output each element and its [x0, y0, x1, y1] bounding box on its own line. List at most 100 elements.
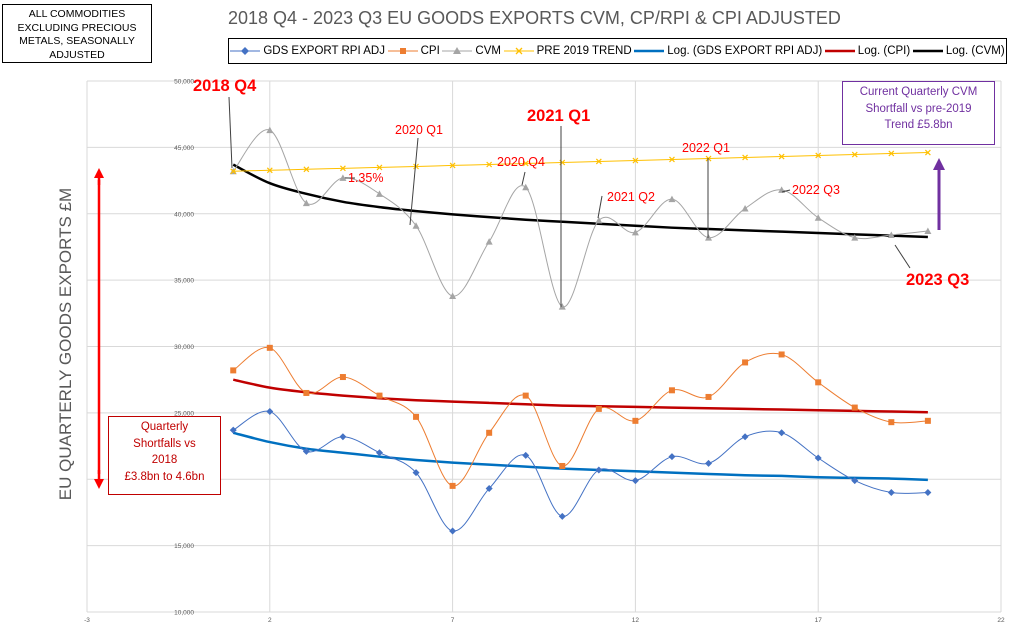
data-point-cpi: [413, 413, 420, 420]
y-tick-label: 35,000: [174, 278, 194, 285]
cvm-shortfall-callout: Current Quarterly CVM Shortfall vs pre-2…: [842, 81, 995, 145]
legend-swatch-gds-icon: [230, 47, 261, 55]
data-point-gds-export-rpi-adj: [266, 408, 274, 416]
data-point-cpi: [668, 387, 675, 394]
data-point-pre-2019-trend: [303, 166, 310, 173]
data-point-cpi: [815, 379, 822, 386]
data-point-cvm: [851, 234, 859, 241]
data-point-cpi: [230, 367, 237, 374]
data-point-gds-export-rpi-adj: [741, 433, 749, 441]
x-tick-label: 22: [997, 617, 1005, 624]
x-tick-label: 17: [815, 617, 823, 624]
data-point-gds-export-rpi-adj: [814, 454, 822, 462]
series-line-pre-2019-trend: [233, 152, 928, 172]
data-point-cpi: [522, 392, 529, 399]
data-point-pre-2019-trend: [595, 158, 602, 165]
legend-item-log-gds: Log. (GDS EXPORT RPI ADJ): [634, 45, 822, 57]
legend-swatch-trend-icon: [503, 47, 534, 55]
data-point-cvm: [668, 195, 676, 203]
data-point-cpi: [303, 389, 310, 396]
x-tick-label: 7: [451, 617, 455, 624]
series-line-cpi: [232, 347, 928, 487]
cvm-line-1: Current Quarterly CVM: [859, 86, 978, 98]
x-tick-label: -3: [84, 617, 90, 624]
data-point-gds-export-rpi-adj: [302, 447, 310, 455]
data-point-gds-export-rpi-adj: [778, 429, 786, 437]
data-point-cvm: [631, 228, 639, 236]
y-tick-label: 40,000: [174, 211, 194, 218]
shortfall-line-3: 2018: [151, 454, 178, 467]
data-scope-note: ALL COMMODITIES EXCLUDING PRECIOUS METAL…: [2, 4, 152, 63]
legend-label-gds: GDS EXPORT RPI ADJ: [263, 45, 385, 57]
annotation-pointer: [409, 137, 419, 226]
series-line-log-cvm: [232, 163, 928, 239]
data-point-gds-export-rpi-adj: [558, 512, 566, 520]
data-point-gds-export-rpi-adj: [522, 451, 530, 459]
y-axis-label: EU QUARTERLY GOODS EXPORTS £M: [56, 187, 75, 501]
legend-label-cpi: CPI: [420, 45, 440, 57]
data-point-pre-2019-trend: [339, 165, 346, 172]
legend-item-trend: PRE 2019 TREND: [503, 45, 632, 57]
series-line-gds-export-rpi-adj: [232, 410, 928, 532]
annotation-2023q3: 2023 Q3: [906, 271, 970, 289]
y-tick-label: 10,000: [174, 610, 194, 617]
data-point-cvm: [412, 222, 420, 229]
data-point-gds-export-rpi-adj: [851, 477, 859, 485]
cvm-line-3: Trend £5.8bn: [884, 119, 953, 132]
data-point-cvm: [924, 227, 932, 235]
data-point-pre-2019-trend: [266, 167, 273, 174]
data-point-gds-export-rpi-adj: [705, 459, 713, 467]
data-point-pre-2019-trend: [522, 160, 529, 167]
data-point-cvm: [375, 190, 383, 197]
data-point-pre-2019-trend: [851, 151, 858, 158]
legend-label-log-cpi: Log. (CPI): [857, 45, 911, 57]
data-point-pre-2019-trend: [924, 149, 931, 156]
data-point-gds-export-rpi-adj: [595, 466, 603, 474]
data-point-pre-2019-trend: [742, 154, 749, 161]
data-point-gds-export-rpi-adj: [375, 449, 383, 457]
annotation-2020q4: 2020 Q4: [497, 155, 545, 169]
y-tick-label: 15,000: [174, 543, 194, 550]
data-point-pre-2019-trend: [486, 161, 493, 168]
data-point-pre-2019-trend: [449, 162, 456, 169]
legend-label-log-gds: Log. (GDS EXPORT RPI ADJ): [667, 45, 823, 57]
data-point-cvm: [266, 126, 274, 134]
legend-item-log-cpi: Log. (CPI): [824, 45, 911, 57]
data-point-pre-2019-trend: [632, 157, 639, 164]
chart-title: 2018 Q4 - 2023 Q3 EU GOODS EXPORTS CVM, …: [228, 8, 841, 28]
chart-series: [229, 126, 932, 535]
data-point-cpi: [595, 405, 602, 412]
annotation-pointer: [597, 195, 603, 219]
data-point-pre-2019-trend: [376, 164, 383, 171]
y-tick-label: 45,000: [174, 145, 194, 152]
data-point-gds-export-rpi-adj: [485, 485, 493, 493]
annotation-2018q4: 2018 Q4: [193, 77, 257, 95]
annotation-2021q2: 2021 Q2: [607, 190, 655, 204]
legend-swatch-log-cvm-icon: [912, 49, 943, 53]
data-point-gds-export-rpi-adj: [229, 426, 237, 434]
data-point-gds-export-rpi-adj: [924, 489, 932, 497]
annotation-2020q1: 2020 Q1: [395, 123, 443, 137]
data-point-cvm: [485, 238, 493, 245]
data-point-pre-2019-trend: [778, 153, 785, 160]
annotation-pct: 1.35%: [348, 171, 384, 185]
legend-swatch-cpi-icon: [387, 48, 418, 54]
data-point-cvm: [887, 231, 895, 238]
data-point-cpi: [924, 417, 931, 424]
legend-swatch-log-gds-icon: [634, 49, 665, 53]
chart-annotation-arrows: [94, 96, 945, 489]
y-tick-label: 30,000: [174, 344, 194, 351]
data-point-gds-export-rpi-adj: [631, 477, 639, 485]
data-point-cvm: [705, 234, 713, 241]
legend-label-log-cvm: Log. (CVM): [945, 45, 1005, 57]
annotation-pointer: [228, 96, 233, 169]
series-line-log-gds-export-rpi-adj: [232, 431, 928, 482]
x-tick-label: 2: [268, 617, 272, 624]
shortfall-line-2: Shortfalls vs: [133, 437, 196, 450]
annotation-2022q1: 2022 Q1: [682, 141, 730, 155]
data-point-gds-export-rpi-adj: [412, 469, 420, 477]
annotation-pointer: [894, 244, 911, 269]
shortfall-callout: Quarterly Shortfalls vs 2018 £3.8bn to 4…: [108, 416, 221, 495]
data-point-gds-export-rpi-adj: [668, 453, 676, 461]
